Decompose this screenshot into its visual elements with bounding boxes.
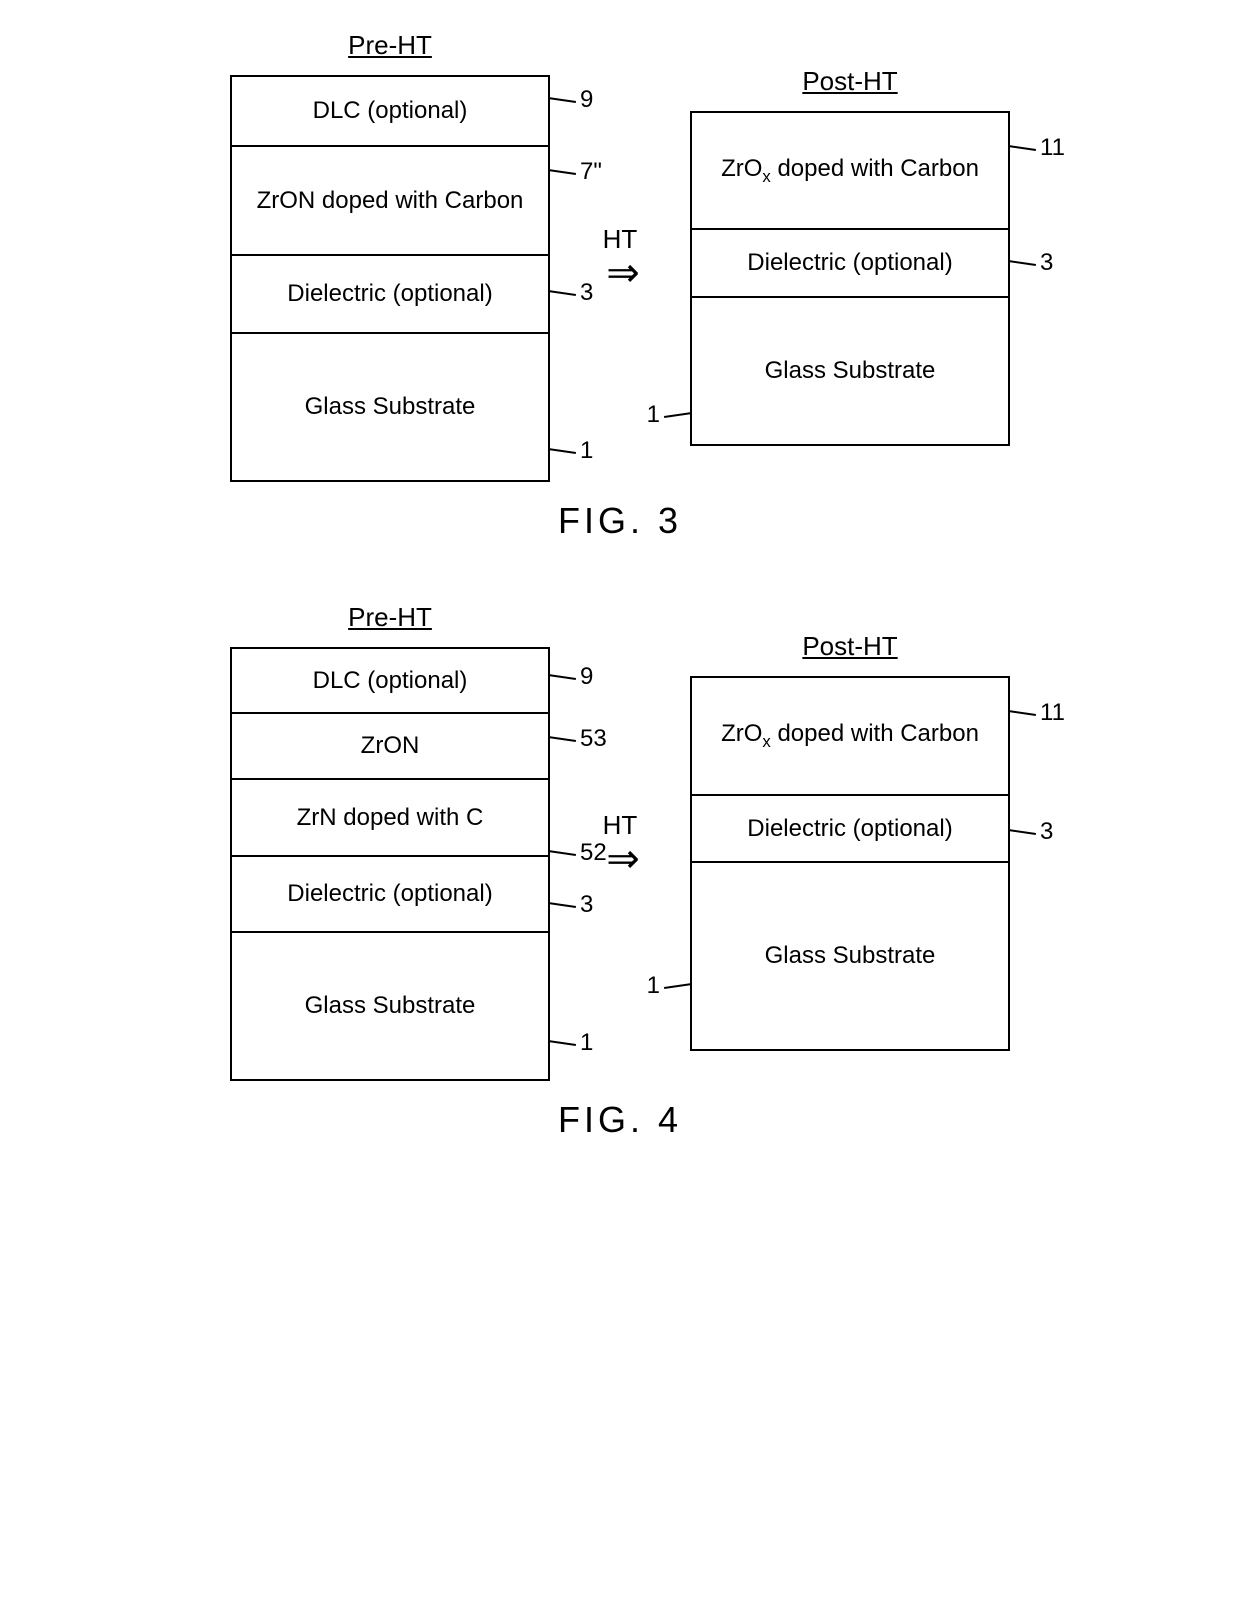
leader-tick [548,286,576,300]
fig3-post-layer-2-text: Glass Substrate [765,356,936,386]
leader-tick [548,732,576,746]
fig3-post-layer-0-label: 11 [1008,133,1069,163]
leader-number: 7" [576,157,606,187]
fig3-pre-layer-1-label: 7" [548,157,606,187]
leader-tick [664,408,692,422]
fig4-post-layer-2: Glass Substrate1 [690,861,1010,1051]
fig3-pre-layer-0: DLC (optional)9 [230,75,550,147]
fig3-post-layer-2-label: 1 [643,400,692,430]
fig4-pre-layer-1: ZrON53 [230,712,550,780]
fig4-post-layer-0-text: ZrOx doped with Carbon [721,719,979,753]
fig3-post-layer-1-label: 3 [1008,248,1057,278]
leader-tick [548,670,576,684]
fig3-pre-layer-2-text: Dielectric (optional) [287,279,492,309]
leader-number: 3 [576,278,597,308]
fig3-pre-layer-2-label: 3 [548,278,597,308]
leader-tick [1008,706,1036,720]
fig3-post-layer-0: ZrOx doped with Carbon11 [690,111,1010,231]
leader-tick [548,165,576,179]
fig3-post-layer-0-text: ZrOx doped with Carbon [721,154,979,188]
fig4-post-layer-1-label: 3 [1008,817,1057,847]
leader-tick [548,898,576,912]
fig4-pre-layer-4-text: Glass Substrate [305,991,476,1021]
fig3-post-stack: ZrOx doped with Carbon11Dielectric (opti… [690,111,1010,446]
figure-caption: FIG. 4 [30,1099,1210,1141]
fig4-pre-layer-0-label: 9 [548,662,597,692]
double-arrow-icon: ⇒ [606,259,634,287]
fig3-post-layer-2: Glass Substrate1 [690,296,1010,446]
fig4-pre-layer-2-text: ZrN doped with C [297,803,484,833]
leader-number: 3 [1036,248,1057,278]
fig4-post-layer-1-text: Dielectric (optional) [747,814,952,844]
leader-number: 11 [1036,133,1069,163]
leader-tick [548,846,576,860]
fig4-pre-title: Pre-HT [348,602,432,633]
fig3-pre-stack: DLC (optional)9ZrON doped with Carbon7"D… [230,75,550,482]
fig4-pre-column: Pre-HTDLC (optional)9ZrON53ZrN doped wit… [230,602,550,1081]
fig3-pre-layer-0-text: DLC (optional) [313,96,468,126]
leader-number: 1 [576,436,597,466]
leader-number: 53 [576,724,611,754]
fig4-post-layer-1: Dielectric (optional)3 [690,794,1010,864]
fig3-pre-title: Pre-HT [348,30,432,61]
leader-tick [1008,141,1036,155]
fig4-post-layer-0-label: 11 [1008,698,1069,728]
fig4-post-title: Post-HT [802,631,897,662]
leader-tick [548,1036,576,1050]
fig3-post-layer-1: Dielectric (optional)3 [690,228,1010,298]
fig3-post-title: Post-HT [802,66,897,97]
leader-tick [548,444,576,458]
leader-tick [548,93,576,107]
fig4-pre-layer-2: ZrN doped with C52 [230,778,550,858]
leader-tick [664,979,692,993]
fig3-post-column: Post-HTZrOx doped with Carbon11Dielectri… [690,66,1010,446]
fig4-pre-layer-0: DLC (optional)9 [230,647,550,715]
fig3-pre-layer-1-text: ZrON doped with Carbon [257,186,524,216]
fig4-pre-layer-1-label: 53 [548,724,611,754]
fig3-pre-column: Pre-HTDLC (optional)9ZrON doped with Car… [230,30,550,482]
leader-number: 11 [1036,698,1069,728]
fig4-pre-layer-4-label: 1 [548,1028,597,1058]
fig4-post-layer-2-text: Glass Substrate [765,941,936,971]
figure-3: Pre-HTDLC (optional)9ZrON doped with Car… [30,30,1210,542]
leader-number: 3 [1036,817,1057,847]
leader-number: 3 [576,890,597,920]
figure-3-row: Pre-HTDLC (optional)9ZrON doped with Car… [30,30,1210,482]
leader-number: 9 [576,85,597,115]
fig4-post-stack: ZrOx doped with Carbon11Dielectric (opti… [690,676,1010,1051]
fig4-pre-layer-3: Dielectric (optional)3 [230,855,550,933]
fig3-pre-layer-3-label: 1 [548,436,597,466]
fig4-pre-layer-4: Glass Substrate1 [230,931,550,1081]
fig3-pre-layer-2: Dielectric (optional)3 [230,254,550,334]
fig3-pre-layer-0-label: 9 [548,85,597,115]
fig4-pre-layer-3-text: Dielectric (optional) [287,879,492,909]
leader-tick [1008,825,1036,839]
leader-number: 9 [576,662,597,692]
fig4-post-column: Post-HTZrOx doped with Carbon11Dielectri… [690,631,1010,1051]
fig4-pre-layer-0-text: DLC (optional) [313,666,468,696]
leader-number: 52 [576,838,611,868]
fig3-pre-layer-1: ZrON doped with Carbon7" [230,145,550,257]
fig3-pre-layer-3: Glass Substrate1 [230,332,550,482]
leader-tick [1008,256,1036,270]
leader-number: 1 [576,1028,597,1058]
figure-4-row: Pre-HTDLC (optional)9ZrON53ZrN doped wit… [30,602,1210,1081]
leader-number: 1 [643,971,664,1001]
fig4-post-layer-0: ZrOx doped with Carbon11 [690,676,1010,796]
fig4-post-layer-2-label: 1 [643,971,692,1001]
fig3-pre-layer-3-text: Glass Substrate [305,392,476,422]
leader-number: 1 [643,400,664,430]
fig4-pre-layer-1-text: ZrON [361,731,420,761]
figure-4: Pre-HTDLC (optional)9ZrON53ZrN doped wit… [30,602,1210,1141]
fig4-pre-layer-2-label: 52 [548,838,611,868]
fig4-pre-layer-3-label: 3 [548,890,597,920]
fig3-post-layer-1-text: Dielectric (optional) [747,248,952,278]
fig4-pre-stack: DLC (optional)9ZrON53ZrN doped with C52D… [230,647,550,1081]
figure-caption: FIG. 3 [30,500,1210,542]
